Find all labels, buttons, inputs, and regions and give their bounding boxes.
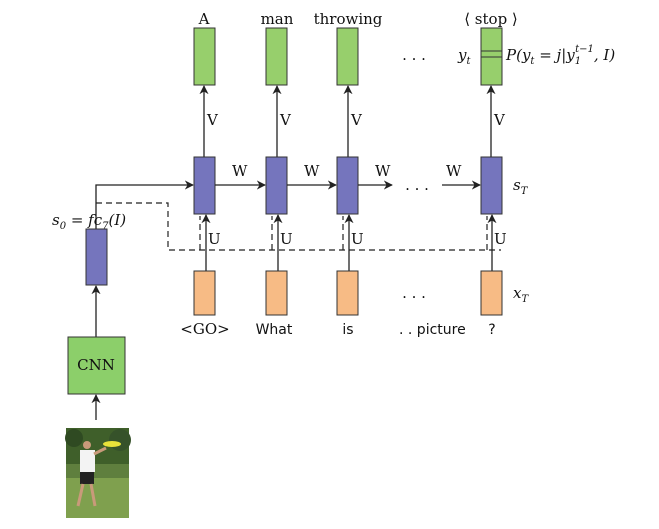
input-word-is: is <box>342 322 353 338</box>
hidden-box-3 <box>336 156 359 215</box>
input-word-go: <GO> <box>180 320 229 338</box>
yt-label: yt <box>457 46 471 67</box>
sT-label: sT <box>513 176 529 197</box>
input-box-3 <box>336 270 359 316</box>
input-box-final <box>480 270 503 316</box>
hidden-box-final <box>480 156 503 215</box>
v-label-3: V <box>350 111 363 129</box>
v-label-final: V <box>493 111 506 129</box>
person-shirt <box>80 450 95 472</box>
cnn-label: CNN <box>77 356 115 374</box>
person-arm <box>93 446 107 456</box>
v-label-2: V <box>279 111 292 129</box>
s0-box <box>85 228 108 286</box>
photo-grass <box>66 478 129 518</box>
w-label-4: W <box>446 162 462 180</box>
output-word-3: throwing <box>314 10 383 28</box>
output-row-dots: . . . <box>402 46 426 64</box>
output-word-1: A <box>198 10 210 28</box>
u-label-3: U <box>351 230 364 248</box>
frisbee-icon <box>103 441 121 447</box>
s0-label: s0 = fc7(I) <box>52 211 126 232</box>
output-box-3 <box>336 27 359 86</box>
output-boxes <box>193 27 503 86</box>
person-shorts <box>80 472 94 484</box>
input-box-2 <box>265 270 288 316</box>
w-label-1: W <box>232 162 248 180</box>
input-word-picture: . . picture <box>399 322 466 338</box>
u-arrows <box>201 214 497 271</box>
photo-tree-2 <box>109 429 131 451</box>
input-row-dots: . . . <box>402 284 426 302</box>
person-leg-right <box>89 483 97 507</box>
v-label-1: V <box>206 111 219 129</box>
cnn-box <box>67 336 126 395</box>
person-head <box>83 441 91 449</box>
output-box-1 <box>193 27 216 86</box>
output-word-2: man <box>261 10 294 28</box>
hidden-row-dots: . . . <box>405 176 429 194</box>
s0-feed-arrow <box>95 180 194 229</box>
output-box-2 <box>265 27 288 86</box>
probability-expression: P(yt = j|y1t−1, I) <box>505 44 615 67</box>
xT-label: xT <box>513 284 529 305</box>
photo-tree-1 <box>65 429 83 447</box>
context-dashed-line <box>96 202 501 251</box>
input-boxes <box>193 270 503 316</box>
input-box-1 <box>193 270 216 316</box>
input-word-what: What <box>256 322 293 338</box>
person-leg-left <box>76 483 85 507</box>
w-label-3: W <box>375 162 391 180</box>
output-word-stop: ⟨ stop ⟩ <box>464 10 518 28</box>
hidden-box-2 <box>265 156 288 215</box>
frisbee-player-photo <box>65 428 131 518</box>
input-word-question: ? <box>488 322 495 338</box>
w-label-2: W <box>304 162 320 180</box>
u-label-2: U <box>280 230 293 248</box>
v-arrows <box>199 85 496 157</box>
u-label-final: U <box>494 230 507 248</box>
hidden-box-1 <box>193 156 216 215</box>
u-label-1: U <box>208 230 221 248</box>
